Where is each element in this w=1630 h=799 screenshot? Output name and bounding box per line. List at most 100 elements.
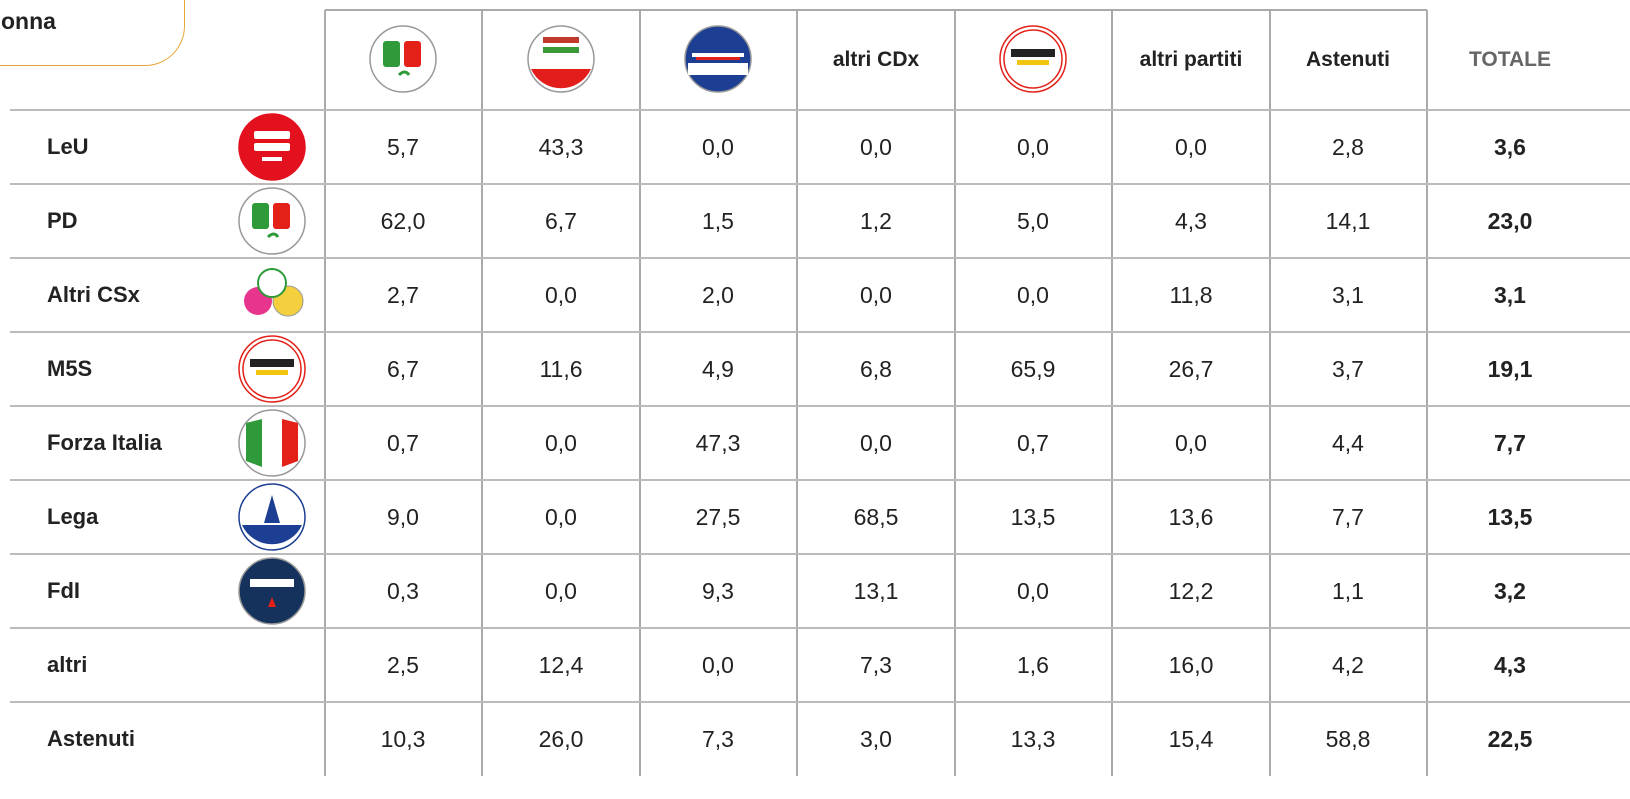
- table-cell: 15,4: [1168, 725, 1214, 752]
- column-header: TOTALE: [1468, 48, 1552, 71]
- shape: [1017, 60, 1049, 65]
- shape: [250, 359, 294, 367]
- shape: [242, 339, 302, 399]
- table-cell: 1,1: [1332, 577, 1364, 604]
- row-label: PD: [47, 208, 78, 233]
- shape: [242, 525, 302, 545]
- table-cell: 62,0: [380, 207, 426, 234]
- party-logo: [238, 187, 306, 255]
- row-label: Altri CSx: [47, 282, 140, 307]
- table-cell: 4,2: [1332, 651, 1364, 678]
- shape: [256, 370, 288, 375]
- table-cell: 0,0: [1175, 429, 1207, 456]
- shape: [266, 232, 280, 239]
- shape: [238, 557, 306, 625]
- table-cell: 27,5: [695, 503, 741, 530]
- table-cell: 1,2: [860, 207, 892, 234]
- party-logo: [238, 557, 306, 625]
- party-logo: [999, 25, 1067, 93]
- table-cell: 12,2: [1168, 577, 1214, 604]
- shape: [257, 268, 287, 298]
- row-label: Forza Italia: [47, 430, 162, 455]
- table-cell: 7,3: [702, 725, 734, 752]
- table-cell: 6,7: [387, 355, 419, 382]
- table-cell: 4,4: [1332, 429, 1364, 456]
- table-cell: 13,5: [1010, 503, 1056, 530]
- table-cell: 0,0: [1017, 133, 1049, 160]
- table-cell: 0,0: [545, 577, 577, 604]
- tag-text: onna: [1, 8, 56, 34]
- table-cell: 9,3: [702, 577, 734, 604]
- shape: [369, 25, 437, 93]
- table-cell: 4,3: [1494, 651, 1526, 678]
- shape: [238, 187, 306, 255]
- table-cell: 3,1: [1494, 281, 1526, 308]
- party-logo: [369, 25, 437, 93]
- shape: [254, 143, 290, 151]
- table-cell: 0,0: [702, 133, 734, 160]
- table-cell: 68,5: [853, 503, 899, 530]
- party-logo: [238, 483, 306, 551]
- row-label: Astenuti: [47, 726, 135, 751]
- shape: [543, 47, 579, 53]
- shape: [268, 597, 276, 607]
- table-cell: 10,3: [380, 725, 426, 752]
- table-cell: 7,3: [860, 651, 892, 678]
- table-cell: 5,0: [1017, 207, 1049, 234]
- row-label: FdI: [47, 578, 80, 603]
- shape: [252, 203, 269, 229]
- table-cell: 13,1: [853, 577, 899, 604]
- table-cell: 2,7: [387, 281, 419, 308]
- party-logo: [238, 335, 306, 403]
- table-cell: 47,3: [695, 429, 741, 456]
- column-header: Astenuti: [1306, 48, 1390, 71]
- shape: [543, 37, 579, 43]
- table-cell: 3,2: [1494, 577, 1526, 604]
- table-cell: 26,7: [1168, 355, 1214, 382]
- shape: [264, 495, 280, 523]
- table-cell: 0,3: [387, 577, 419, 604]
- party-logo: [244, 268, 304, 317]
- table-cell: 0,7: [387, 429, 419, 456]
- table-cell: 3,0: [860, 725, 892, 752]
- party-logo: [527, 25, 595, 93]
- party-logo: [238, 113, 306, 181]
- table-cell: 5,7: [387, 133, 419, 160]
- shape: [282, 419, 298, 467]
- shape: [1003, 29, 1063, 89]
- table-cell: 3,1: [1332, 281, 1364, 308]
- shape: [246, 419, 262, 467]
- table-cell: 0,7: [1017, 429, 1049, 456]
- table-cell: 2,8: [1332, 133, 1364, 160]
- table-cell: 43,3: [538, 133, 584, 160]
- shape: [531, 69, 591, 89]
- table-cell: 9,0: [387, 503, 419, 530]
- column-tag: onna: [0, 0, 185, 66]
- table-cell: 1,5: [702, 207, 734, 234]
- table-cell: 58,8: [1325, 725, 1371, 752]
- party-logo: [238, 409, 306, 477]
- row-label: M5S: [47, 356, 93, 381]
- shape: [404, 41, 421, 67]
- table-cell: 6,7: [545, 207, 577, 234]
- table-cell: 11,6: [539, 355, 583, 382]
- table-cell: 13,5: [1487, 503, 1533, 530]
- table-cell: 7,7: [1494, 429, 1526, 456]
- table-cell: 4,3: [1175, 207, 1207, 234]
- row-label: altri: [47, 652, 88, 677]
- table-cell: 19,1: [1487, 355, 1533, 382]
- table-cell: 0,0: [1017, 577, 1049, 604]
- table-cell: 11,8: [1169, 281, 1213, 308]
- table-cell: 12,4: [538, 651, 584, 678]
- table-cell: 2,0: [702, 281, 734, 308]
- table-cell: 13,6: [1168, 503, 1214, 530]
- shape: [250, 579, 294, 587]
- row-label: LeU: [47, 134, 89, 159]
- row-label: Lega: [47, 504, 99, 529]
- shape: [999, 25, 1067, 93]
- table-cell: 6,8: [860, 355, 892, 382]
- table-cell: 16,0: [1168, 651, 1214, 678]
- table-cell: 3,6: [1494, 133, 1526, 160]
